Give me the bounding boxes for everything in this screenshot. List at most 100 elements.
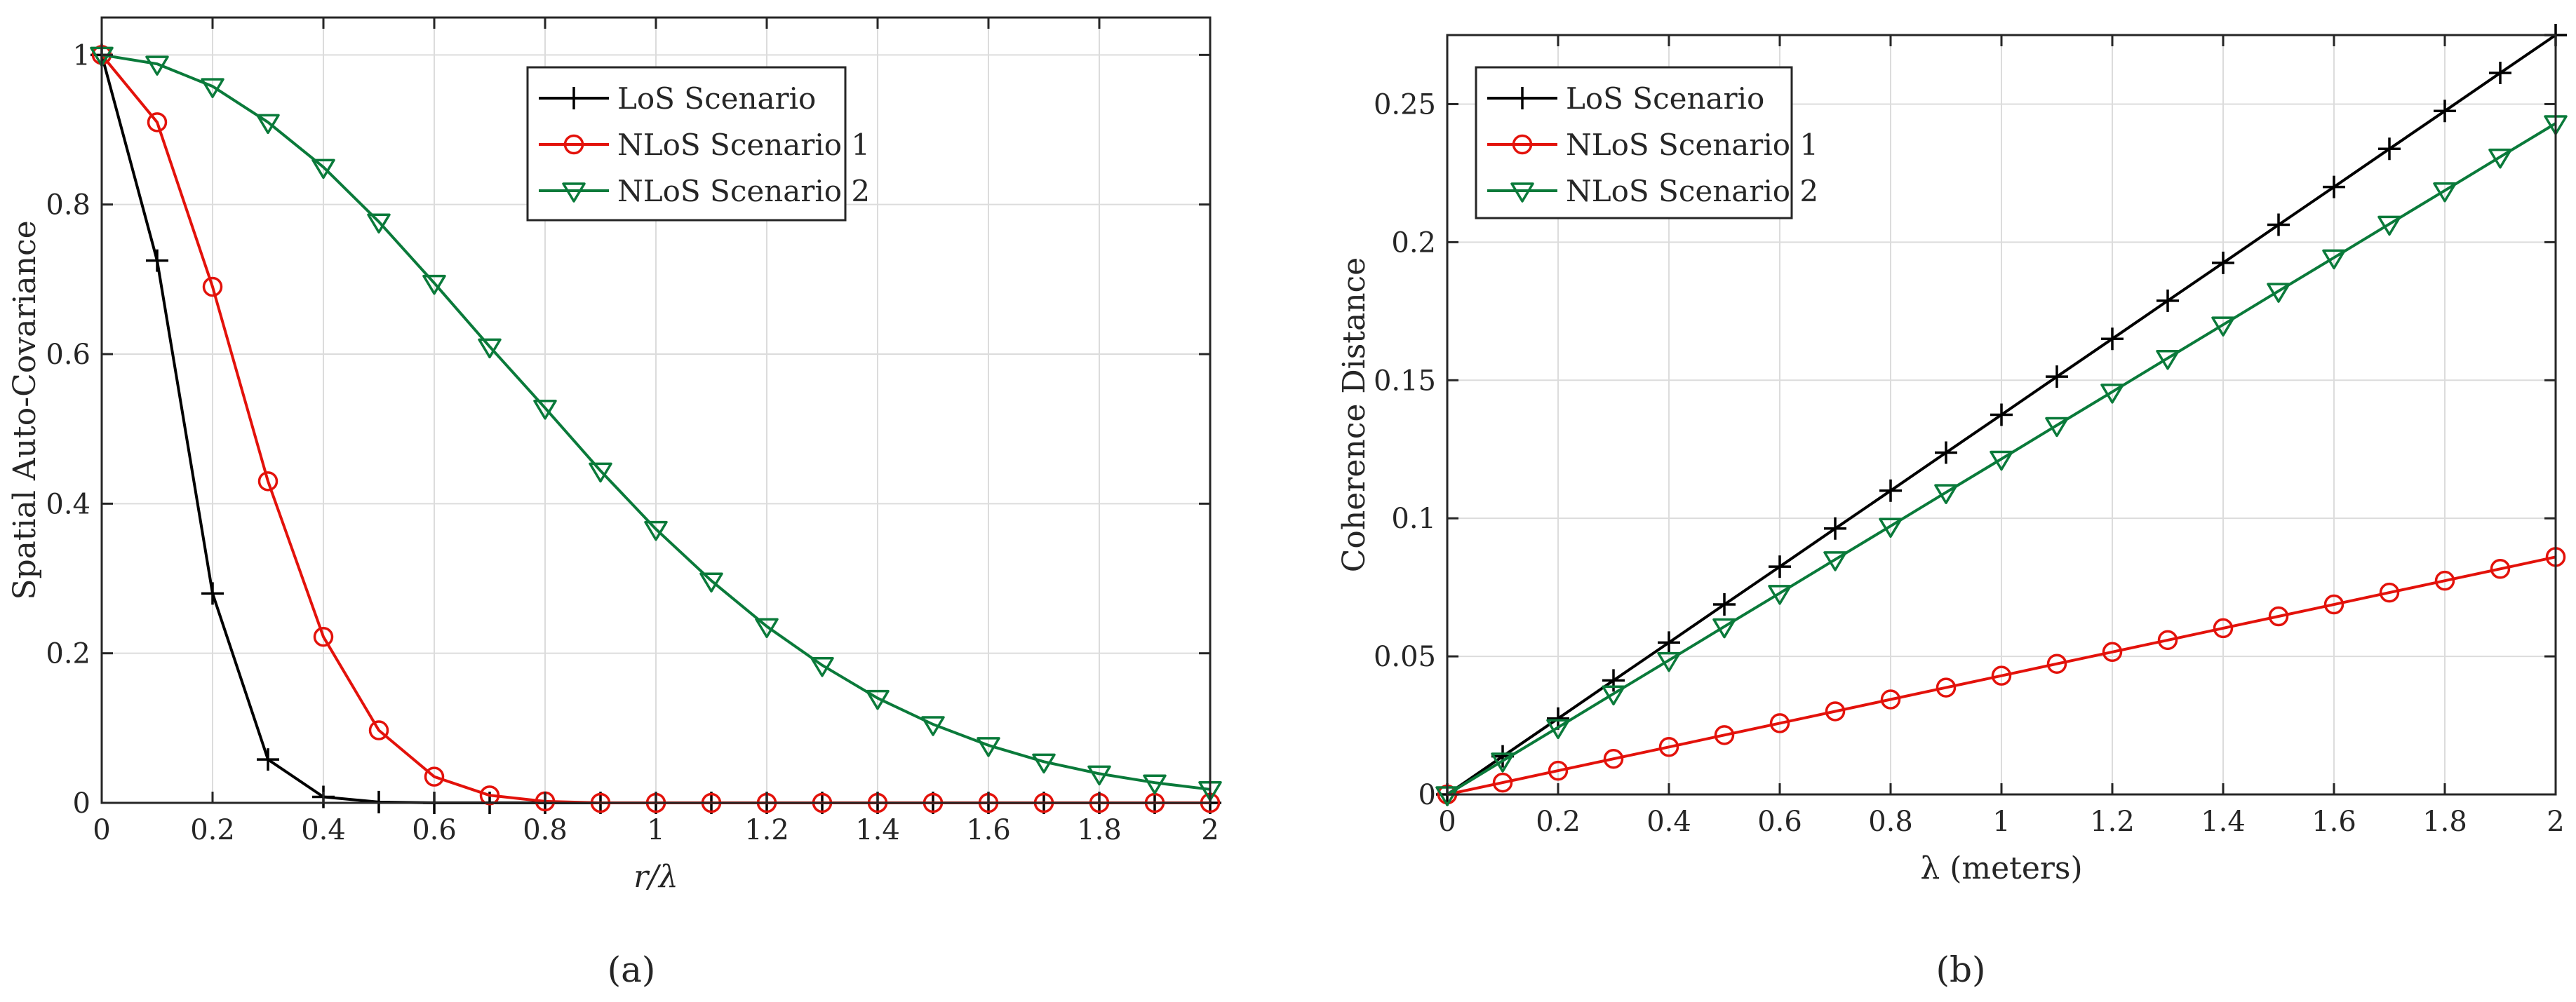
panel-caption: (b) — [1936, 949, 1985, 990]
data-point-s2-1 — [1491, 752, 1515, 773]
legend-marker-1 — [563, 134, 584, 155]
data-point-s1-1 — [1492, 772, 1513, 793]
x-tick-label: 0.8 — [1868, 806, 1913, 838]
data-point-s1-5 — [1714, 725, 1735, 745]
data-point-s0-11 — [2046, 365, 2068, 388]
x-tick-label: 0.2 — [190, 814, 235, 846]
x-tick-label: 1.4 — [855, 814, 900, 846]
data-point-s2-18 — [2433, 182, 2457, 203]
data-point-s2-18 — [1087, 765, 1111, 786]
data-point-s2-19 — [1143, 774, 1167, 794]
data-point-s1-12 — [2102, 642, 2123, 663]
data-point-s0-5 — [1713, 593, 1736, 616]
legend-label-1: NLoS Scenario 1 — [1566, 128, 1818, 162]
data-point-s2-10 — [1990, 450, 2013, 471]
x-tick-label: 1.8 — [2422, 806, 2467, 838]
y-tick-label: 0.6 — [46, 339, 90, 371]
data-point-s1-16 — [2323, 594, 2344, 615]
chart-a: 0 0.2 0.4 0.6 0.8 1 1.2 1.4 1.6 1.8 2 0 0.2 0.4 0.6 0.8… — [7, 16, 1222, 990]
data-point-s1-19 — [2490, 559, 2511, 579]
data-point-s2-15 — [921, 716, 945, 736]
data-point-s2-1 — [145, 55, 169, 76]
y-tick-label: 0.05 — [1374, 641, 1436, 673]
data-point-s2-5 — [1712, 618, 1736, 639]
data-point-s0-9 — [1935, 441, 1957, 464]
data-point-s2-14 — [866, 689, 890, 710]
legend-label-0: LoS Scenario — [1566, 81, 1764, 116]
y-tick-label: 0.1 — [1391, 503, 1436, 535]
y-tick-label: 1 — [73, 39, 90, 72]
data-point-s0-8 — [1879, 479, 1902, 502]
y-tick-label: 0 — [73, 787, 90, 820]
data-point-s1-3 — [257, 471, 279, 492]
data-point-s1-14 — [2213, 618, 2234, 639]
legend-marker-0 — [563, 87, 585, 109]
data-point-s2-13 — [2156, 350, 2180, 370]
x-tick-label: 1 — [647, 814, 664, 846]
data-point-s2-12 — [755, 618, 779, 639]
data-point-s2-6 — [1768, 585, 1792, 605]
legend-label-2: NLoS Scenario 2 — [1566, 174, 1818, 208]
data-point-s1-9 — [1936, 677, 1957, 698]
legend-marker-2 — [1510, 182, 1534, 203]
data-point-s2-11 — [2045, 417, 2069, 438]
data-point-s0-2 — [201, 582, 224, 605]
data-point-s2-16 — [2322, 249, 2346, 270]
x-tick-label: 1.6 — [2312, 806, 2356, 838]
data-point-s2-7 — [1823, 551, 1847, 571]
x-axis-label: λ (meters) — [1920, 851, 2082, 886]
data-point-s1-10 — [1991, 665, 2012, 686]
data-point-s2-9 — [1934, 484, 1958, 504]
data-point-s2-2 — [201, 78, 224, 98]
x-tick-label: 0.2 — [1536, 806, 1581, 838]
data-point-s2-14 — [2211, 316, 2235, 337]
data-point-s1-2 — [202, 276, 223, 297]
data-point-s1-6 — [424, 766, 445, 787]
panel-caption: (a) — [608, 949, 656, 990]
data-point-s0-13 — [2156, 289, 2179, 312]
data-point-s2-4 — [311, 158, 335, 180]
data-point-s2-16 — [977, 737, 1000, 757]
y-tick-label: 0.4 — [46, 488, 90, 520]
data-point-s0-17 — [2378, 137, 2401, 161]
data-point-s0-3 — [1602, 669, 1625, 692]
data-point-s1-5 — [368, 720, 389, 740]
data-point-s2-9 — [589, 462, 612, 483]
data-point-s1-7 — [479, 785, 500, 806]
data-point-s2-19 — [2488, 148, 2512, 169]
data-point-s0-10 — [1990, 403, 2013, 426]
data-point-s1-11 — [2046, 654, 2067, 674]
data-point-s0-14 — [2212, 251, 2234, 274]
data-point-s1-17 — [2379, 582, 2400, 603]
x-tick-label: 1.4 — [2201, 806, 2246, 838]
data-point-s1-4 — [1658, 737, 1679, 757]
x-tick-label: 2 — [1201, 814, 1219, 846]
data-point-s2-4 — [1657, 651, 1681, 672]
chart-b: 0 0.2 0.4 0.6 0.8 1 1.2 1.4 1.6 1.8 2 0 0.05 0.1 0.15 0… — [1336, 24, 2568, 990]
data-point-s1-18 — [2434, 570, 2455, 591]
x-tick-label: 0.4 — [301, 814, 346, 846]
data-point-s0-15 — [2267, 213, 2290, 236]
data-point-s2-2 — [1546, 719, 1570, 740]
legend-marker-1 — [1512, 134, 1533, 155]
data-point-s0-19 — [2489, 61, 2511, 84]
legend-marker-0 — [1511, 87, 1534, 109]
data-point-s0-7 — [1824, 517, 1846, 540]
data-point-s2-13 — [810, 656, 834, 677]
y-tick-label: 0.15 — [1374, 365, 1436, 397]
data-point-s2-10 — [644, 520, 668, 541]
x-tick-label: 1.8 — [1077, 814, 1122, 846]
data-point-s1-7 — [1825, 701, 1846, 722]
x-tick-label: 2 — [2547, 806, 2564, 838]
data-point-s0-4 — [1658, 631, 1680, 654]
data-point-s2-8 — [1879, 517, 1903, 538]
data-point-s2-6 — [422, 274, 446, 295]
data-point-s2-12 — [2100, 384, 2124, 404]
x-tick-label: 1 — [1992, 806, 2010, 838]
data-point-s0-6 — [1769, 555, 1791, 578]
y-axis-label: Spatial Auto-Covariance — [7, 220, 43, 600]
data-point-s2-3 — [1602, 685, 1625, 706]
data-point-s0-12 — [2101, 327, 2124, 351]
legend-label-1: NLoS Scenario 1 — [617, 128, 870, 162]
